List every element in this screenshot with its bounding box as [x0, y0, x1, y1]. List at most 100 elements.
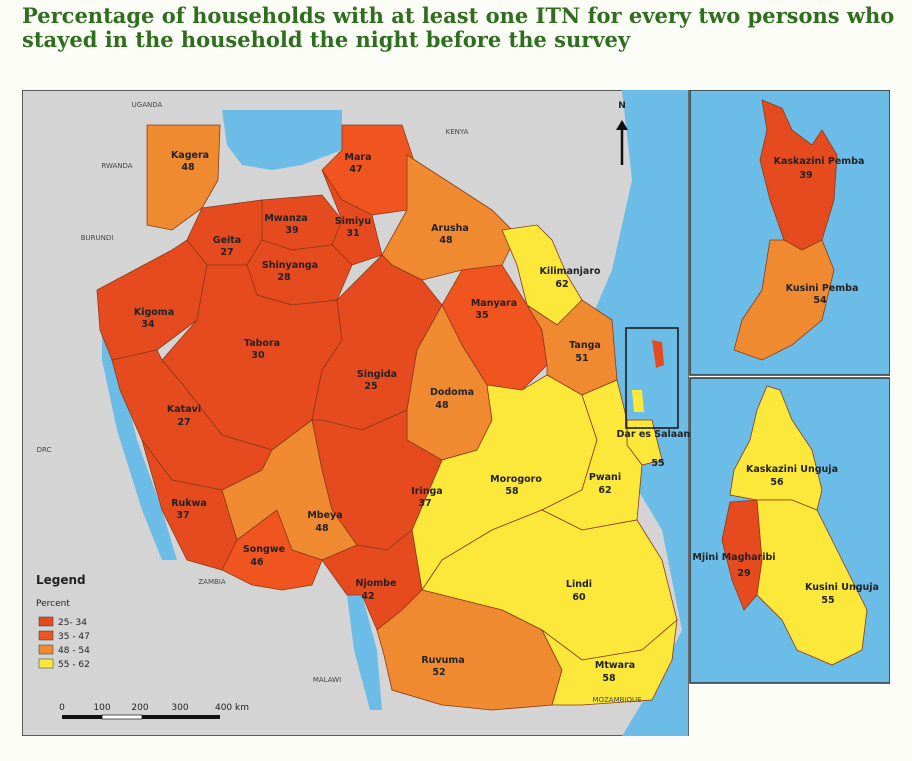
label-uganda: UGANDA: [132, 101, 163, 109]
legend-label-4: 55 - 62: [58, 660, 90, 670]
legend-label-3: 48 - 54: [58, 646, 90, 656]
label-mwanza-name: Mwanza: [264, 213, 307, 224]
label-burundi: BURUNDI: [81, 234, 114, 242]
lake-nyasa: [347, 595, 382, 710]
label-songwe-name: Songwe: [243, 544, 285, 555]
label-kilimanjaro-name: Kilimanjaro: [539, 266, 601, 277]
label-rwanda: RWANDA: [101, 162, 132, 170]
legend-label-1: 25- 34: [58, 618, 87, 628]
label-rukwa-value: 37: [176, 510, 189, 521]
region-kaskazini-pemba: [759, 99, 838, 251]
label-dar-name: Dar es Salaam: [617, 429, 694, 440]
label-kaskazini-pemba-name: Kaskazini Pemba: [774, 156, 865, 167]
scale-label-0: 0: [59, 703, 65, 713]
label-kilimanjaro-value: 62: [555, 279, 568, 290]
label-kigoma-name: Kigoma: [134, 307, 174, 318]
label-geita-value: 27: [220, 247, 233, 258]
label-lindi-value: 60: [572, 592, 586, 603]
legend-subtitle: Percent: [36, 599, 70, 609]
label-manyara-value: 35: [475, 310, 488, 321]
scale-bar: 0 100 200 300 400 km: [59, 703, 249, 720]
region-arusha: [381, 154, 518, 281]
label-shinyanga-name: Shinyanga: [262, 260, 318, 271]
label-manyara-name: Manyara: [471, 298, 517, 309]
north-letter: N: [618, 101, 626, 111]
label-malawi: MALAWI: [313, 676, 341, 684]
legend-swatch-2: [38, 630, 54, 641]
label-arusha-name: Arusha: [431, 223, 469, 234]
label-dodoma-name: Dodoma: [430, 387, 474, 398]
label-njombe-name: Njombe: [356, 578, 397, 589]
label-kagera-value: 48: [181, 162, 195, 173]
legend-label-2: 35 - 47: [58, 632, 90, 642]
label-tabora-name: Tabora: [244, 338, 280, 349]
scale-seg-1: [62, 715, 102, 719]
label-tanga-name: Tanga: [569, 340, 601, 351]
legend: Legend Percent 25- 34 35 - 47 48 - 54 55…: [36, 573, 90, 670]
label-mbeya-name: Mbeya: [307, 510, 342, 521]
label-mjini-magharibi-name: Mjini Magharibi: [692, 552, 775, 563]
indian-ocean: [582, 90, 688, 736]
label-zambia: ZAMBIA: [198, 578, 225, 586]
label-pwani-name: Pwani: [589, 472, 621, 483]
region-simiyu: [321, 169, 383, 266]
label-njombe-value: 42: [361, 591, 374, 602]
label-rukwa-name: Rukwa: [171, 498, 207, 509]
label-mbeya-value: 48: [315, 523, 329, 534]
label-kaskazini-unguja-name: Kaskazini Unguja: [746, 464, 838, 475]
region-kusini-unguja: [756, 499, 868, 666]
label-iringa-value: 37: [418, 498, 431, 509]
scale-label-200: 200: [131, 703, 148, 713]
scale-label-400: 400 km: [215, 703, 249, 713]
label-mara-value: 47: [349, 164, 362, 175]
scale-seg-3: [142, 715, 220, 719]
label-katavi-value: 27: [177, 417, 190, 428]
inset-locator-box: [625, 327, 679, 429]
label-kaskazini-unguja-value: 56: [770, 477, 784, 488]
label-mjini-magharibi-value: 29: [737, 568, 750, 579]
region-mtwara: [541, 619, 678, 706]
scale-seg-2: [101, 714, 143, 720]
label-shinyanga-value: 28: [277, 272, 291, 283]
label-mtwara-value: 58: [602, 673, 616, 684]
label-kusini-unguja-name: Kusini Unguja: [805, 582, 879, 593]
label-simiyu-name: Simiyu: [335, 216, 371, 227]
label-mtwara-name: Mtwara: [595, 660, 635, 671]
label-pwani-value: 62: [598, 485, 611, 496]
region-shinyanga: [246, 239, 353, 306]
label-geita-name: Geita: [213, 235, 241, 246]
legend-swatch-3: [38, 644, 54, 655]
label-ruvuma-name: Ruvuma: [421, 655, 464, 666]
legend-swatch-1: [38, 616, 54, 627]
label-singida-value: 25: [364, 381, 377, 392]
scale-label-300: 300: [171, 703, 188, 713]
label-kigoma-value: 34: [141, 319, 155, 330]
scale-label-100: 100: [93, 703, 110, 713]
lake-victoria: [222, 110, 342, 170]
locator-pemba: [652, 340, 664, 368]
label-singida-name: Singida: [357, 369, 397, 380]
locator-unguja: [632, 390, 644, 412]
label-dodoma-value: 48: [435, 400, 449, 411]
label-simiyu-value: 31: [346, 228, 359, 239]
label-iringa-name: Iringa: [411, 486, 442, 497]
label-morogoro-name: Morogoro: [490, 474, 542, 485]
label-kaskazini-pemba-value: 39: [799, 170, 812, 181]
label-lindi-name: Lindi: [566, 579, 592, 590]
label-tabora-value: 30: [251, 350, 265, 361]
region-kusini-pemba: [733, 239, 835, 361]
map-figure: N UGANDA KENYA RWANDA BURUNDI DRC ZAMBIA…: [21, 89, 891, 737]
label-katavi-name: Katavi: [167, 404, 201, 415]
label-tanga-value: 51: [575, 353, 588, 364]
legend-title: Legend: [36, 573, 86, 587]
label-dar-value: 55: [651, 458, 664, 469]
label-drc: DRC: [37, 446, 52, 454]
label-mara-name: Mara: [345, 152, 372, 163]
label-kusini-pemba-name: Kusini Pemba: [786, 283, 859, 294]
map-title: Percentage of households with at least o…: [22, 3, 895, 52]
label-ruvuma-value: 52: [432, 667, 445, 678]
label-morogoro-value: 58: [505, 486, 519, 497]
legend-swatch-4: [38, 658, 54, 669]
label-kagera-name: Kagera: [171, 150, 209, 161]
label-arusha-value: 48: [439, 235, 453, 246]
